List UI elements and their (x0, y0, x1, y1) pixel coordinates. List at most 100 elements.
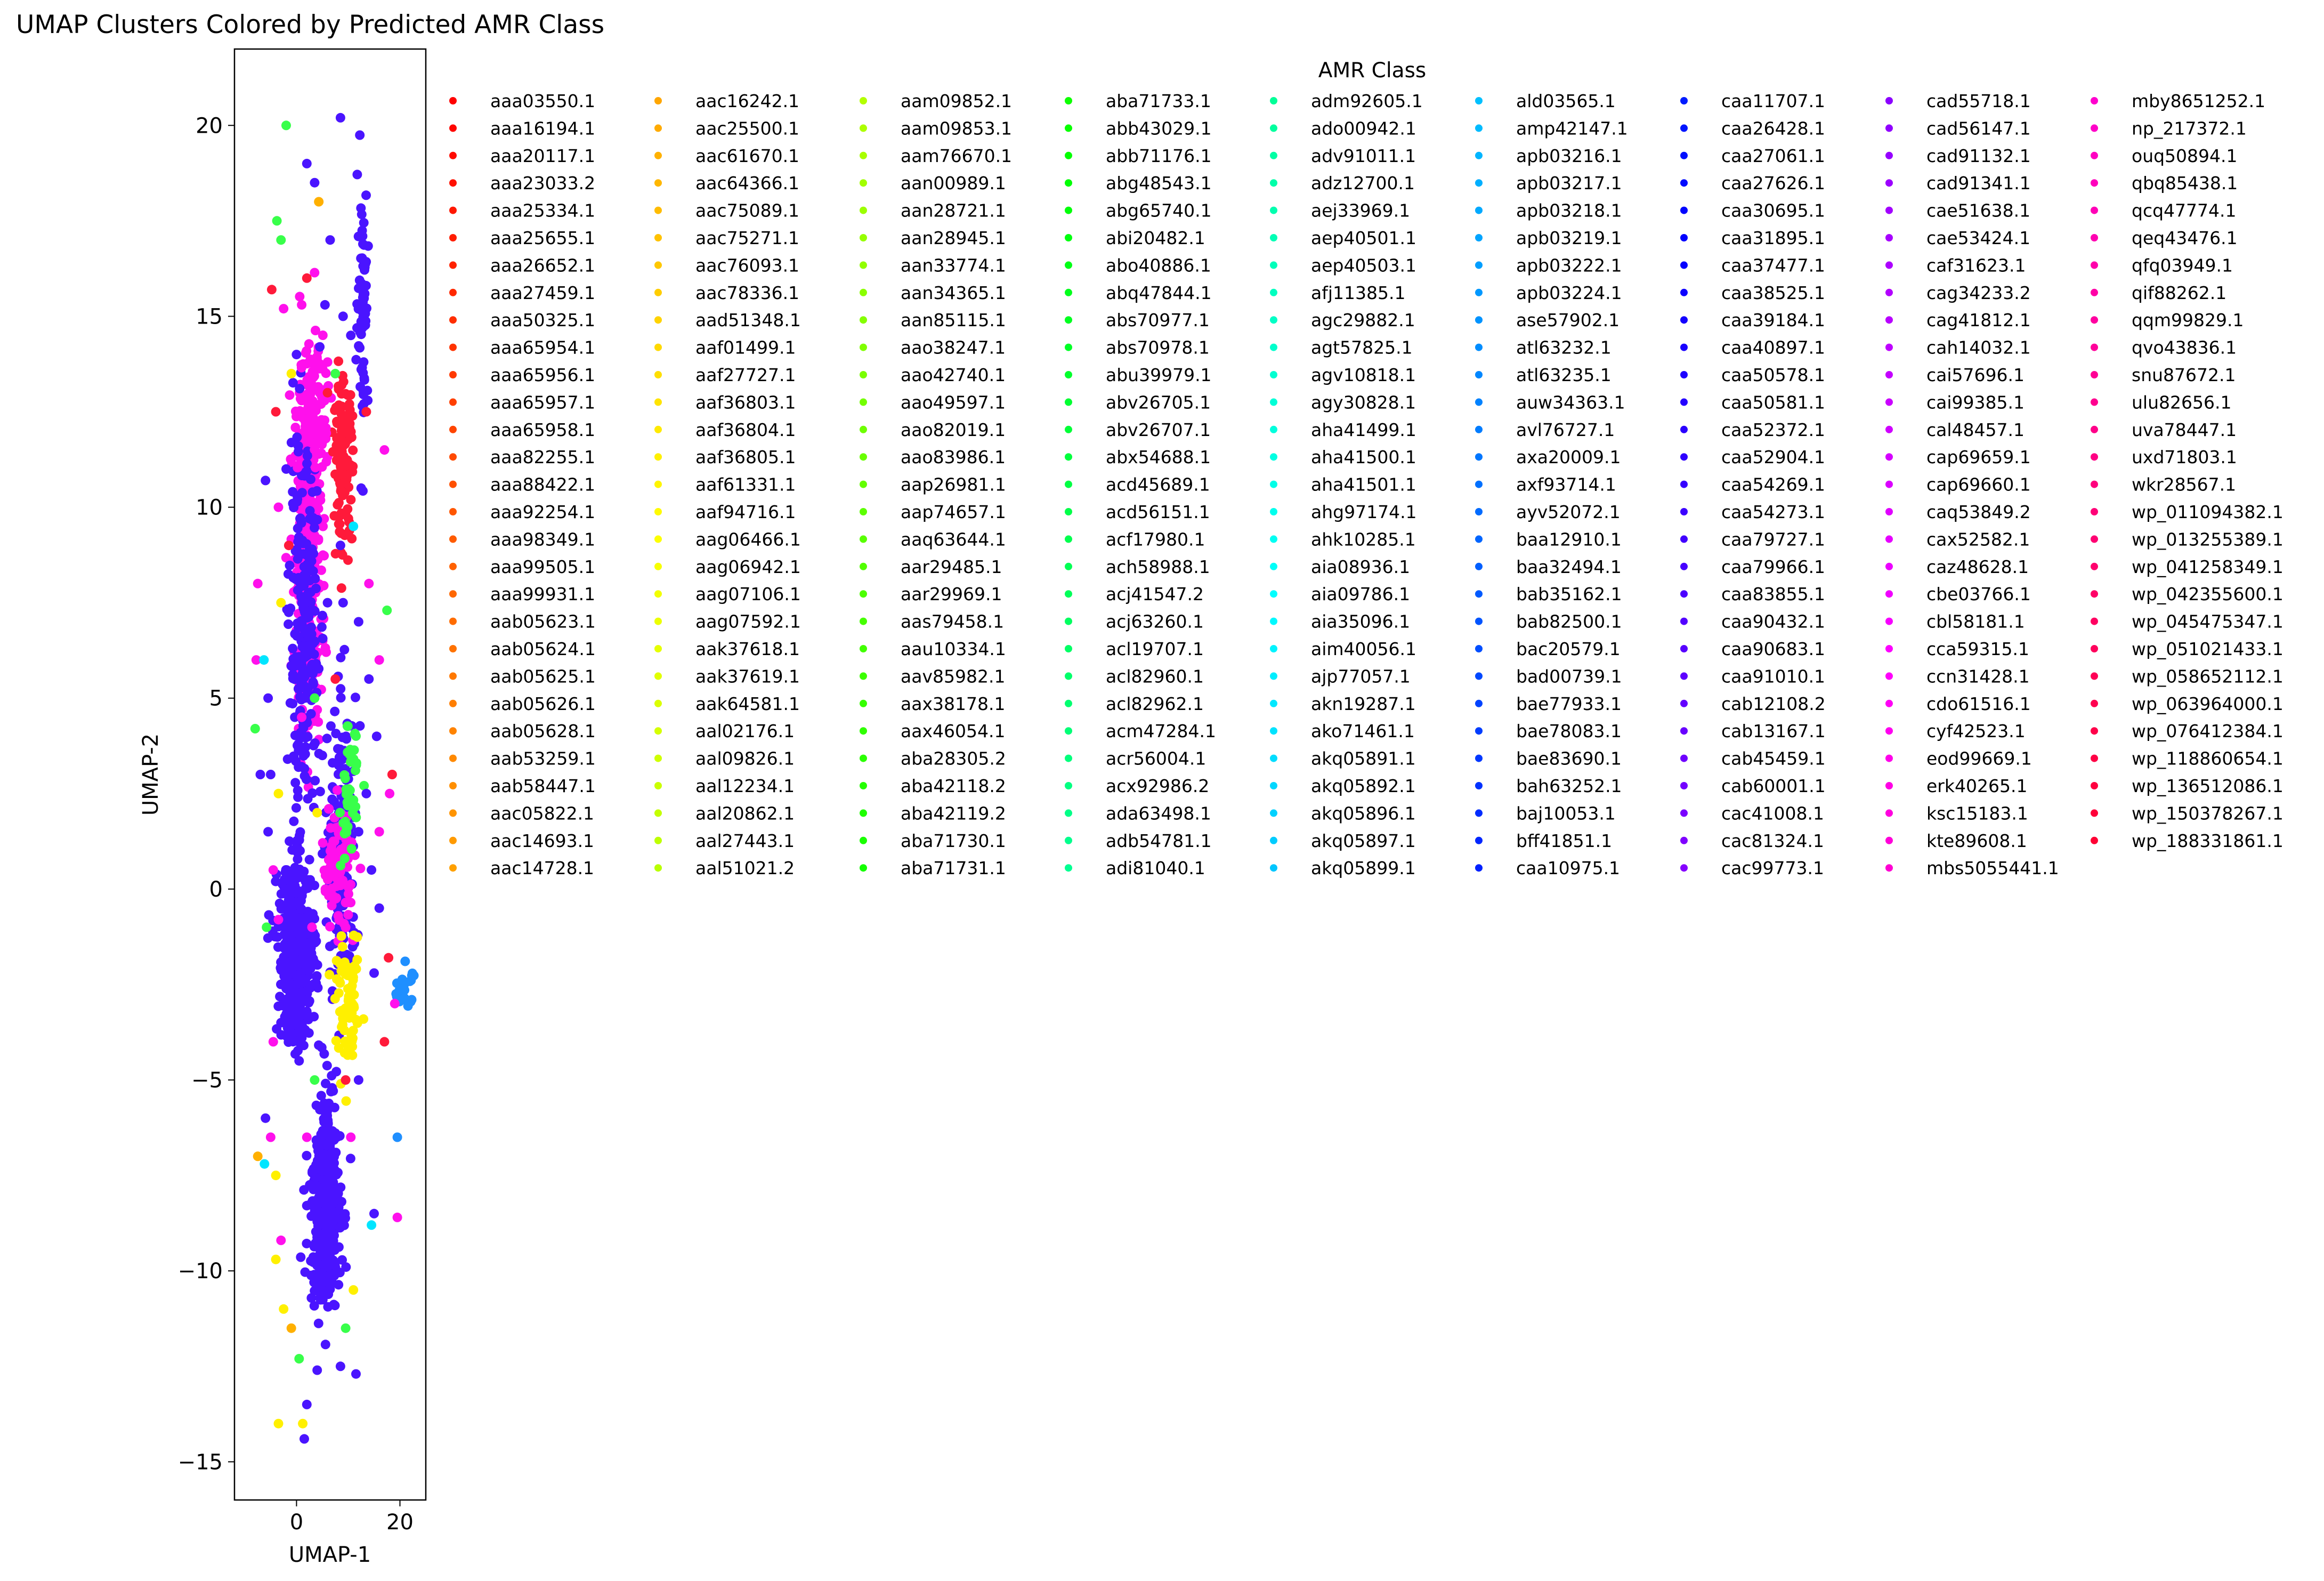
legend-label: aax38178.1 (901, 693, 1005, 714)
legend-marker (1065, 97, 1072, 104)
legend-marker (1885, 453, 1893, 461)
x-tick-label: 0 (290, 1510, 303, 1535)
legend-label: wp_150378267.1 (2132, 803, 2283, 824)
scatter-point (351, 758, 361, 768)
legend-marker (1475, 453, 1483, 461)
legend-label: ksc15183.1 (1926, 803, 2028, 824)
legend-marker (1680, 645, 1688, 652)
legend-label: mby8651252.1 (2132, 91, 2265, 111)
legend-marker (1680, 453, 1688, 461)
legend-marker (860, 864, 867, 872)
scatter-point (302, 1399, 312, 1409)
scatter-point (290, 423, 301, 432)
legend-label: aaa27459.1 (490, 283, 595, 303)
legend-label: aak64581.1 (695, 693, 800, 714)
legend-marker (1885, 97, 1893, 104)
scatter-point (289, 816, 299, 826)
scatter-point (296, 988, 306, 998)
legend-label: adv91011.1 (1311, 146, 1416, 166)
legend-label: qvo43836.1 (2132, 337, 2237, 358)
legend-label: wp_045475347.1 (2132, 611, 2283, 632)
legend-marker (1885, 508, 1893, 515)
scatter-point (328, 1198, 338, 1208)
scatter-point (326, 721, 336, 731)
scatter-point (331, 402, 341, 413)
scatter-point (304, 1028, 314, 1038)
legend-label: aep40503.1 (1311, 255, 1416, 276)
legend-marker (1680, 343, 1688, 351)
scatter-point (325, 1126, 335, 1136)
legend-label: cyf42523.1 (1926, 721, 2026, 741)
scatter-point (346, 1132, 356, 1142)
scatter-point (286, 922, 296, 932)
legend-label: aim40056.1 (1311, 639, 1416, 659)
y-tick-label: 10 (196, 496, 223, 520)
scatter-point (298, 974, 309, 984)
legend-label: axf93714.1 (1516, 474, 1616, 495)
legend-marker (1065, 453, 1072, 461)
legend-label: aaa50325.1 (490, 310, 595, 330)
legend-marker (1680, 590, 1688, 598)
legend-label: aag06466.1 (695, 529, 801, 550)
legend-marker (1065, 425, 1072, 433)
scatter-point (323, 804, 334, 814)
legend-label: aaf27727.1 (695, 365, 796, 385)
scatter-point (301, 348, 311, 358)
scatter-point (255, 770, 265, 779)
scatter-point (296, 1252, 306, 1262)
legend-marker (1475, 261, 1483, 269)
legend-marker (1475, 371, 1483, 378)
legend-label: acx92986.2 (1106, 776, 1209, 796)
scatter-point (346, 330, 356, 341)
legend-marker (449, 371, 457, 378)
legend-marker (1680, 617, 1688, 625)
legend-label: aej33969.1 (1311, 200, 1410, 221)
legend-label: apb03218.1 (1516, 200, 1622, 221)
scatter-point (351, 1369, 361, 1379)
legend-label: qcq47774.1 (2132, 200, 2237, 221)
scatter-point (330, 368, 341, 378)
legend-marker (654, 699, 662, 707)
scatter-point (317, 751, 327, 761)
legend-marker (1270, 782, 1277, 789)
legend-label: caa91010.1 (1721, 666, 1825, 687)
scatter-point (311, 1227, 321, 1237)
scatter-point (335, 112, 345, 123)
legend-marker (1885, 754, 1893, 762)
legend-label: agv10818.1 (1311, 365, 1416, 385)
scatter-point (336, 684, 346, 694)
legend-marker (2091, 288, 2098, 296)
legend-label: qfq03949.1 (2132, 255, 2233, 276)
legend-marker (1065, 371, 1072, 378)
scatter-point (284, 884, 294, 894)
scatter-point (291, 756, 301, 766)
scatter-point (351, 765, 360, 776)
scatter-point (294, 659, 304, 669)
legend-marker (2091, 836, 2098, 844)
scatter-point (356, 483, 366, 493)
legend-label: aab05624.1 (490, 639, 596, 659)
scatter-point (298, 603, 309, 613)
scatter-point (268, 865, 278, 875)
legend-label: caq53849.2 (1926, 502, 2031, 522)
scatter-point (400, 956, 410, 966)
legend-label: cab12108.2 (1721, 693, 1826, 714)
legend-marker (654, 480, 662, 488)
scatter-point (355, 864, 366, 874)
legend-label: aaa99931.1 (490, 584, 595, 604)
legend-label: aaa65958.1 (490, 420, 595, 440)
scatter-point (309, 649, 319, 659)
legend-label: caa79966.1 (1721, 556, 1825, 577)
legend-marker (860, 261, 867, 269)
legend-marker (1475, 864, 1483, 872)
legend-label: caa50581.1 (1721, 392, 1825, 413)
legend-label: cca59315.1 (1926, 639, 2029, 659)
scatter-point (343, 801, 353, 811)
scatter-point (276, 598, 286, 608)
scatter-point (308, 513, 318, 523)
legend-label: apb03216.1 (1516, 146, 1622, 166)
legend-marker (1885, 782, 1893, 789)
scatter-point (369, 1208, 379, 1219)
scatter-point (302, 390, 312, 400)
legend-marker (1270, 480, 1277, 488)
